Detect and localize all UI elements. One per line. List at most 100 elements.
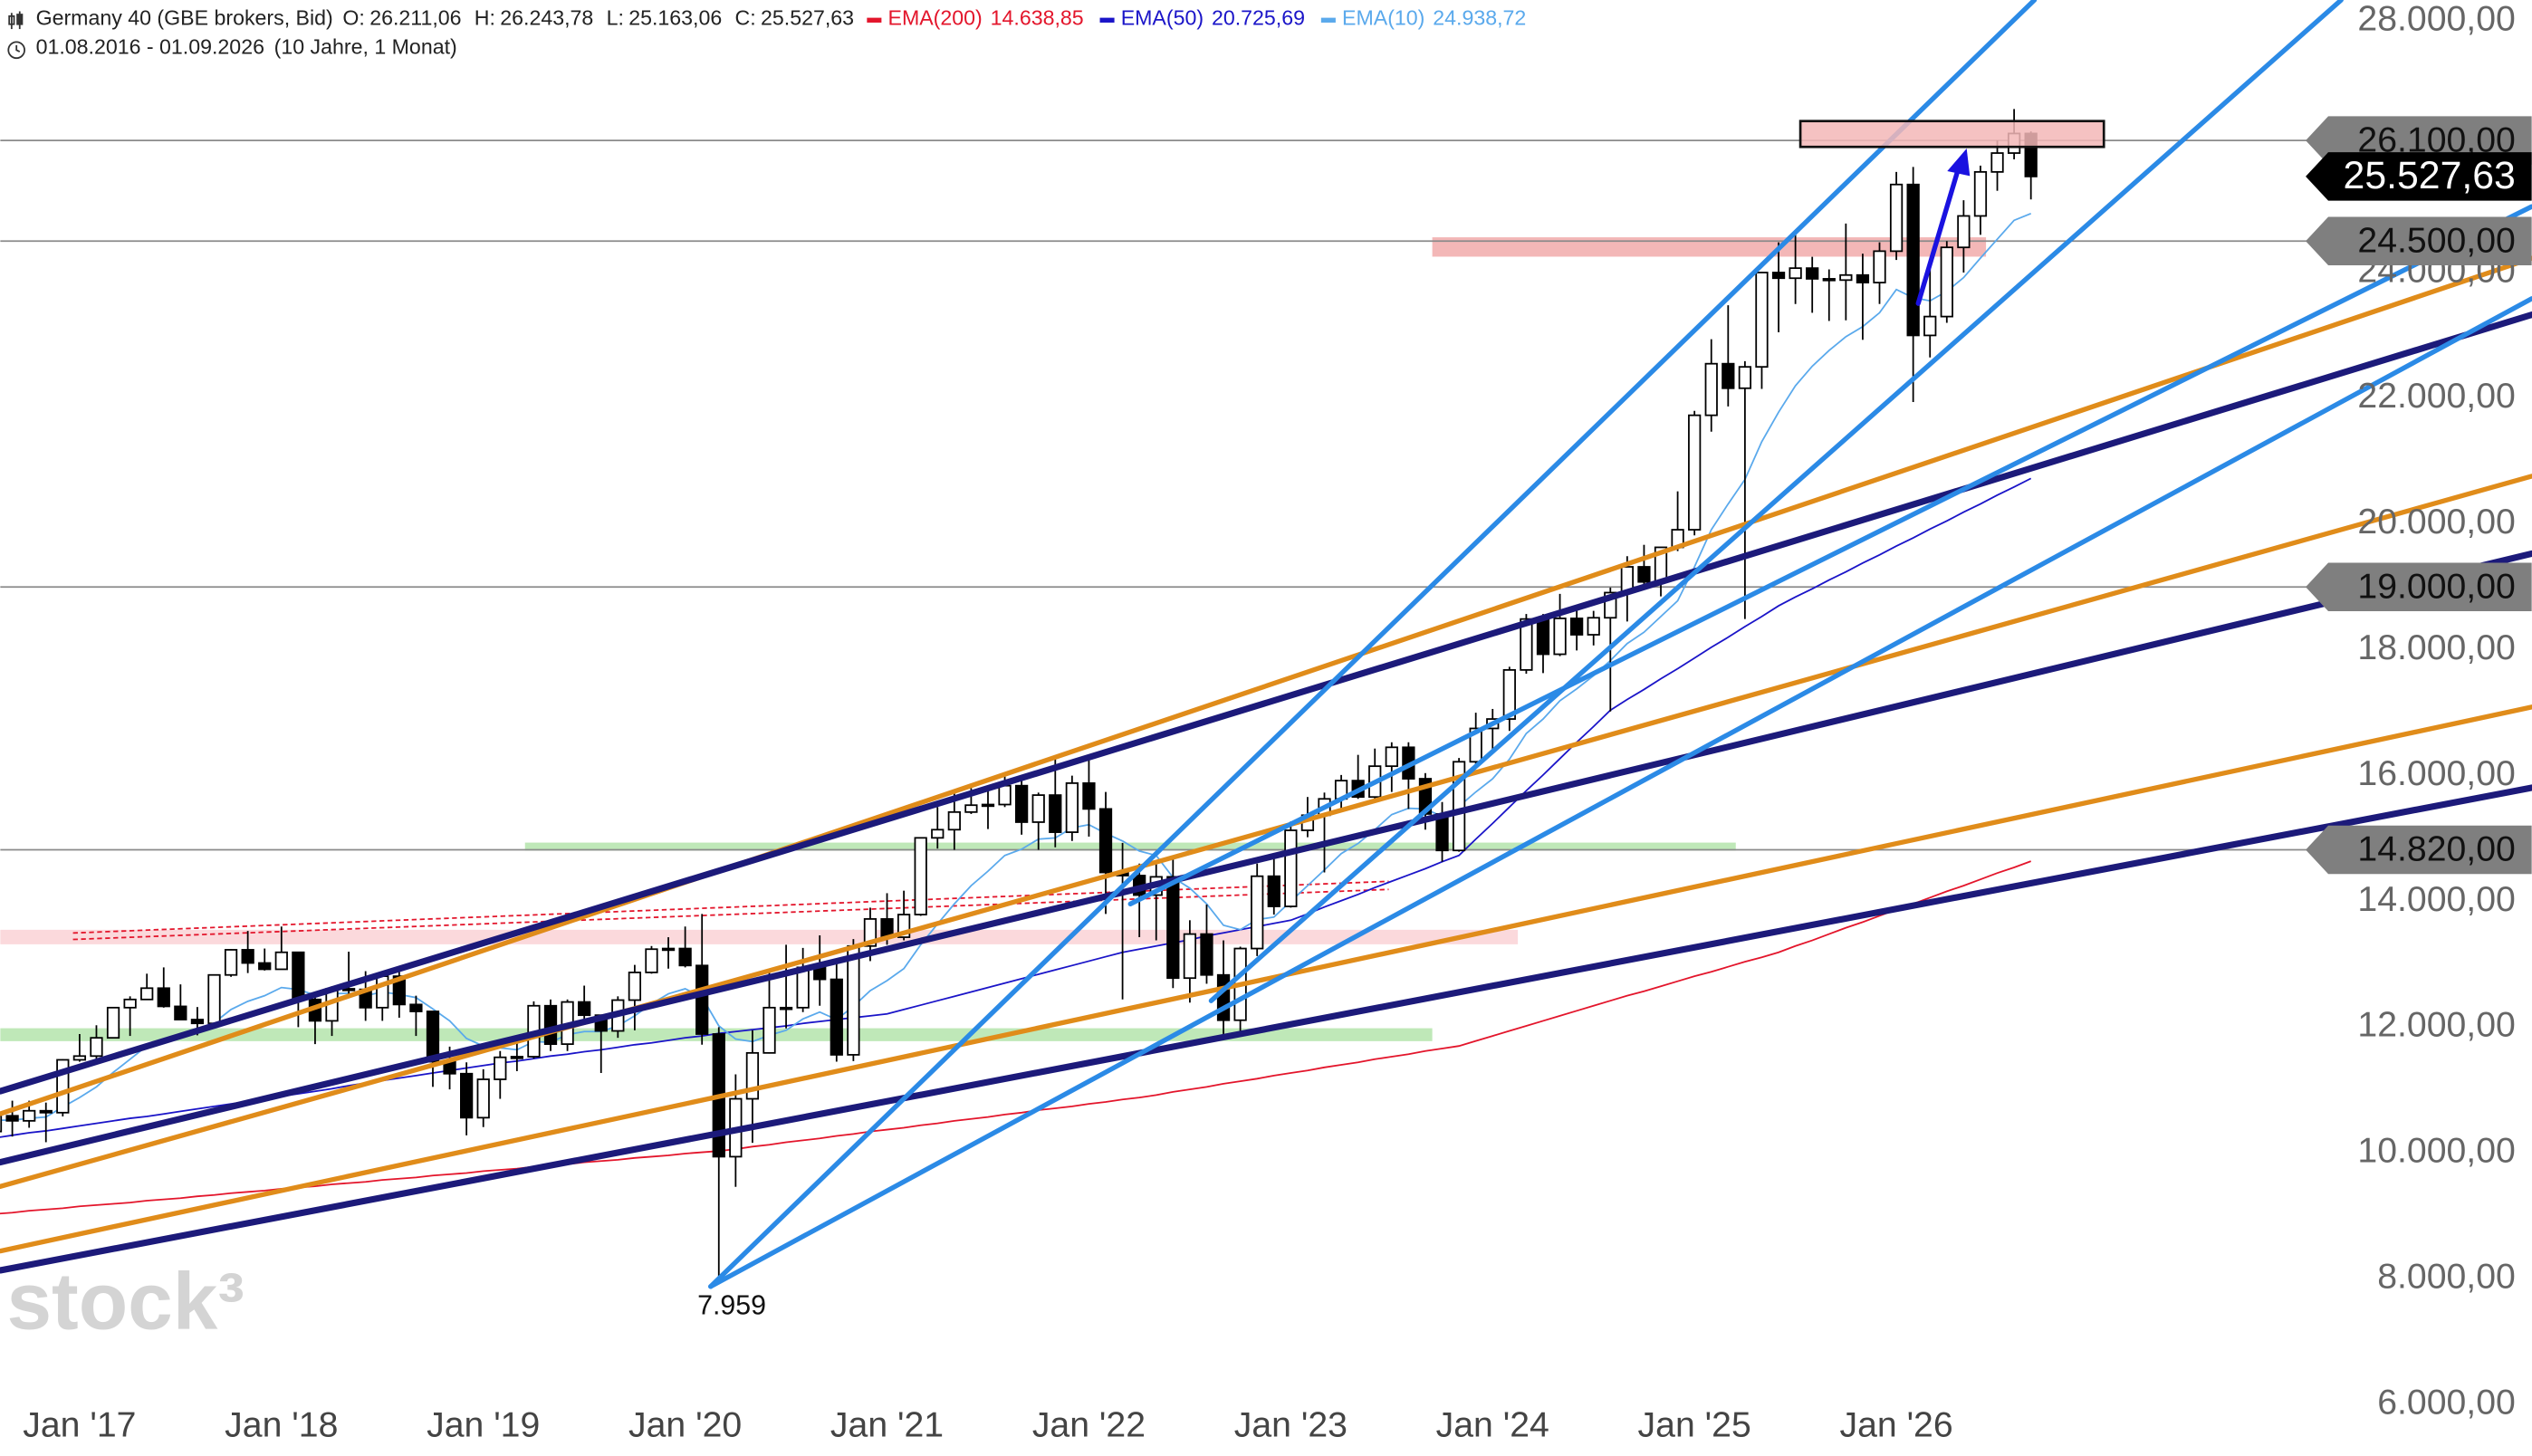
candle-body [157, 987, 170, 1008]
candle-body [1806, 267, 1819, 280]
levels [0, 139, 2309, 851]
candle-body [1704, 362, 1718, 417]
trend-lines [0, 0, 2532, 1289]
x-tick-label: Jan '24 [1436, 1405, 1549, 1444]
header-text: 26.211,06 [369, 6, 461, 30]
candle-body [292, 951, 305, 1001]
resistance-zone [1432, 237, 1987, 257]
candle-body [409, 1003, 423, 1012]
candle-body [661, 947, 676, 952]
header-text: 14.638,85 [991, 6, 1084, 30]
candle-body [174, 1005, 187, 1020]
trend-line [1208, 0, 2344, 1003]
level-label: 19.000,00 [2357, 567, 2515, 606]
candle-body [140, 987, 154, 1001]
candle-body [1722, 362, 1735, 389]
candle-body [476, 1078, 490, 1119]
x-tick-label: Jan '26 [1839, 1405, 1952, 1444]
candle-body [0, 1115, 3, 1133]
candle-body [1940, 246, 1953, 318]
trend-line [0, 704, 2532, 1254]
trend-line [0, 474, 2532, 1189]
candle-body [1889, 183, 1904, 253]
header-text: 24.938,72 [1433, 6, 1526, 30]
level-tag [2306, 216, 2532, 266]
candle-body [106, 1006, 120, 1039]
x-tick-label: Jan '22 [1032, 1405, 1146, 1444]
trend-line [0, 550, 2532, 1166]
x-tick-label: Jan '21 [830, 1405, 944, 1444]
y-tick-label: 6.000,00 [2377, 1383, 2516, 1422]
header-text: 25.163,06 [628, 6, 722, 30]
candle-body [1570, 618, 1584, 636]
candle-body [1637, 566, 1651, 583]
candle-body [1553, 618, 1567, 656]
candle-body [1587, 617, 1600, 636]
candle-body [1166, 876, 1180, 980]
candle-body [1755, 272, 1769, 369]
candle-body [90, 1037, 103, 1058]
symbol-icon [8, 11, 24, 30]
header-text: EMA(50) [1121, 6, 1204, 30]
level-label: 14.820,00 [2357, 830, 2515, 869]
low-label: 7.959 [697, 1291, 766, 1321]
candle-body [1385, 746, 1398, 768]
candle-body [426, 1011, 440, 1063]
candle-body [578, 1001, 591, 1017]
candle-body [241, 949, 254, 964]
level-label: 24.500,00 [2357, 221, 2515, 260]
trend-line [0, 784, 2532, 1274]
candle-body [543, 1004, 558, 1046]
current-price-label: 25.527,63 [2344, 154, 2516, 197]
candle-body [1856, 273, 1870, 283]
candle-body [1990, 152, 2004, 173]
candle-body [1789, 267, 1802, 280]
candle-body [207, 973, 221, 1025]
candle-body [1251, 875, 1264, 950]
header-text: L: [607, 6, 624, 30]
header-text: EMA(10) [1342, 6, 1424, 30]
candle-body [695, 964, 709, 1035]
level-tag [2306, 562, 2532, 611]
candle-body [1906, 183, 1920, 337]
candle-body [1183, 933, 1197, 980]
trend-line [1127, 204, 2532, 906]
ema-line [0, 477, 2032, 1138]
arrow [1915, 165, 1961, 306]
legend-swatch [1320, 17, 1336, 23]
dashed-line [72, 880, 1389, 934]
candle-body [779, 1006, 793, 1011]
candle-body [123, 998, 137, 1009]
candle-body [645, 948, 658, 973]
candle-body [494, 1056, 507, 1080]
candle-body [931, 829, 945, 839]
candle-body [947, 810, 961, 831]
candle-body [678, 947, 692, 967]
candle-body [23, 1109, 36, 1122]
candle-body [1065, 782, 1079, 833]
x-tick-label: Jan '18 [225, 1405, 338, 1444]
candle-body [1469, 727, 1482, 763]
candle-body [1822, 278, 1836, 282]
y-tick-label: 14.000,00 [2357, 880, 2515, 919]
candle-body [914, 837, 927, 915]
candle-body [1082, 782, 1096, 810]
y-tick-label: 16.000,00 [2357, 754, 2515, 793]
candle-body [1873, 250, 1886, 283]
candle-body [1098, 808, 1113, 874]
candle-body [224, 949, 238, 976]
candle-body [1031, 794, 1045, 823]
y-tick-label: 10.000,00 [2357, 1132, 2515, 1171]
candle-body [1839, 273, 1853, 282]
header-text: 25.527,63 [761, 6, 854, 30]
candle-body [1049, 794, 1062, 833]
x-tick-label: Jan '17 [23, 1405, 136, 1444]
candle-body [1520, 618, 1533, 671]
candle-body [964, 804, 978, 813]
clock-icon [7, 41, 25, 60]
candle-body [5, 1115, 19, 1122]
dashed-line [72, 888, 1389, 941]
header-text: 26.243,78 [500, 6, 593, 30]
candle-body [1957, 215, 1971, 249]
header-text: O: [342, 6, 364, 30]
